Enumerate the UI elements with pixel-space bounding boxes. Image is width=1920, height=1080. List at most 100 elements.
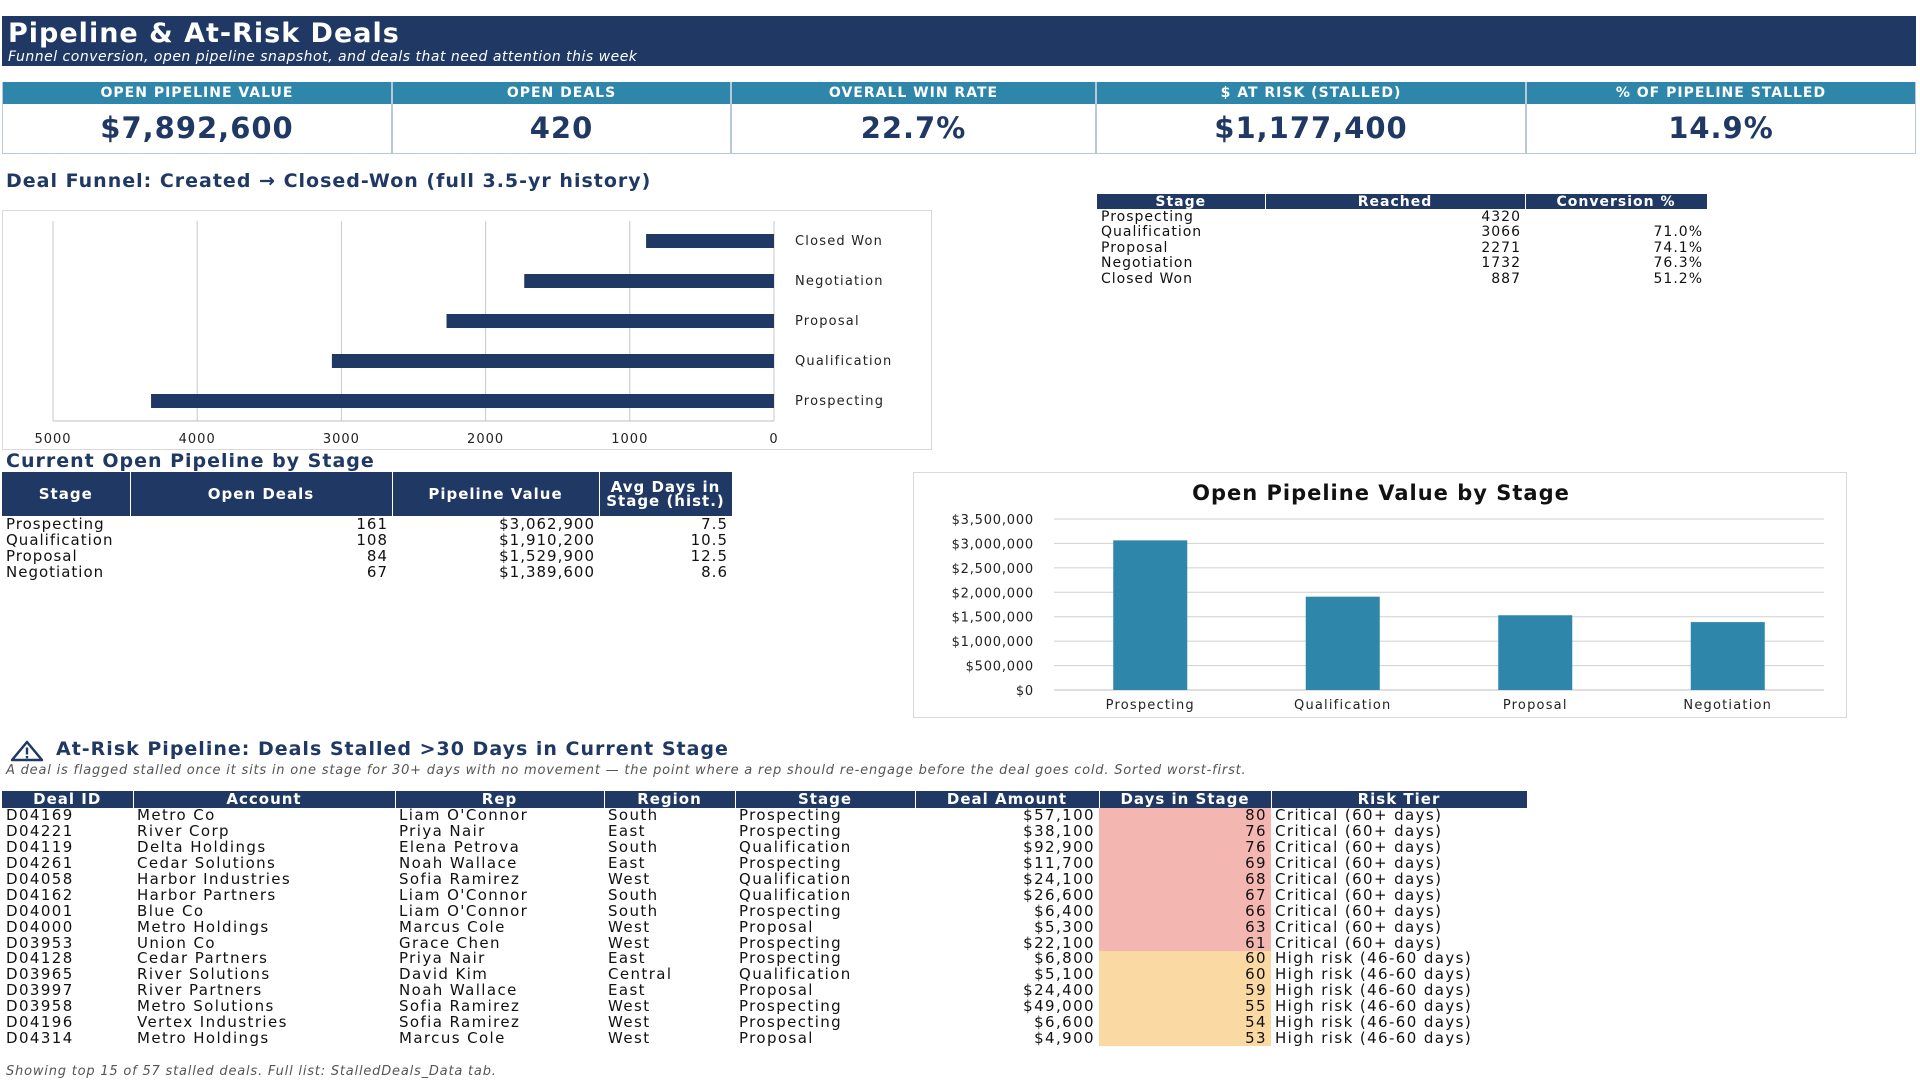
- open-pipeline-value-chart[interactable]: Open Pipeline Value by Stage $0 $500,000 $1…: [913, 472, 1847, 718]
- table-row[interactable]: D04119 Delta Holdings Elena Petrova South Qu…: [2, 840, 1527, 856]
- column-header[interactable]: Stage: [2, 472, 131, 516]
- table-row[interactable]: D03953 Union Co Grace Chen West Prospecting $…: [2, 933, 1527, 952]
- stage-cell: Negotiation: [1101, 255, 1194, 272]
- value-bar[interactable]: [1113, 540, 1188, 690]
- stage-cell: Qualification: [739, 870, 852, 888]
- column-header[interactable]: Reached: [1265, 194, 1526, 209]
- at-risk-section-title: At-Risk Pipeline: Deals Stalled >30 Days…: [56, 738, 729, 760]
- kpi-card-pct-stalled: % OF PIPELINE STALLED 14.9%: [1526, 82, 1916, 154]
- table-row[interactable]: Prospecting 4320: [1097, 209, 1707, 225]
- column-header[interactable]: Stage: [735, 791, 916, 808]
- risk-tier-cell: Critical (60+ days): [1275, 854, 1443, 873]
- table-row[interactable]: D03997 River Partners Noah Wallace East Prop…: [2, 983, 1527, 999]
- table-row[interactable]: Qualification 108 $1,910,200 10.5: [2, 532, 732, 548]
- column-header[interactable]: Open Deals: [130, 472, 393, 516]
- column-header[interactable]: Account: [133, 791, 396, 808]
- rep-cell: Grace Chen: [399, 933, 501, 952]
- stage-cell: Prospecting: [739, 949, 843, 968]
- deal-amount-cell: $26,600: [1023, 885, 1095, 904]
- deal-id-cell: D04314: [6, 1028, 74, 1047]
- column-header[interactable]: Deal ID: [2, 791, 134, 808]
- table-row[interactable]: D03958 Metro Solutions Sofia Ramirez West Pr…: [2, 999, 1527, 1015]
- days-in-stage-cell: 63: [1099, 919, 1271, 936]
- x-tick-label: 5000: [34, 432, 71, 447]
- page-title: Pipeline & At-Risk Deals: [8, 18, 400, 49]
- kpi-label: % OF PIPELINE STALLED: [1527, 82, 1915, 104]
- risk-tier-cell: High risk (46-60 days): [1275, 949, 1473, 968]
- funnel-bar[interactable]: [331, 354, 774, 368]
- reached-cell: 3066: [1481, 224, 1521, 241]
- deal-id-cell: D04058: [6, 870, 74, 888]
- rep-cell: David Kim: [399, 965, 489, 984]
- rep-cell: Sofia Ramirez: [399, 870, 521, 888]
- category-label: Prospecting: [1106, 698, 1195, 713]
- account-cell: River Corp: [137, 822, 230, 841]
- page-subtitle: Funnel conversion, open pipeline snapsho…: [8, 49, 638, 65]
- account-cell: River Partners: [137, 981, 263, 1000]
- conversion-cell: 51.2%: [1653, 270, 1703, 287]
- region-cell: West: [608, 917, 651, 936]
- account-cell: Metro Holdings: [137, 917, 270, 936]
- table-row[interactable]: Closed Won 887 51.2%: [1097, 271, 1707, 287]
- column-header[interactable]: Conversion %: [1525, 194, 1708, 209]
- column-header[interactable]: Days in Stage: [1099, 791, 1272, 808]
- stage-cell: Prospecting: [739, 854, 843, 873]
- table-row[interactable]: D04058 Harbor Industries Sofia Ramirez West…: [2, 872, 1527, 888]
- kpi-card-open-pipeline-value: OPEN PIPELINE VALUE $7,892,600: [2, 82, 392, 154]
- table-row[interactable]: D04001 Blue Co Liam O'Connor South Prospecti…: [2, 901, 1527, 920]
- deal-id-cell: D04261: [6, 854, 74, 873]
- funnel-bar[interactable]: [151, 394, 774, 408]
- table-row[interactable]: Prospecting 161 $3,062,900 7.5: [2, 516, 732, 532]
- deal-id-cell: D04162: [6, 885, 74, 904]
- column-header[interactable]: Deal Amount: [915, 791, 1100, 808]
- y-tick-label: $3,500,000: [952, 513, 1034, 528]
- risk-tier-cell: Critical (60+ days): [1275, 822, 1443, 841]
- deal-amount-cell: $6,400: [1034, 901, 1095, 920]
- category-label: Negotiation: [1683, 698, 1772, 713]
- table-row[interactable]: Negotiation 1732 76.3%: [1097, 256, 1707, 272]
- funnel-bar[interactable]: [524, 274, 774, 288]
- column-header[interactable]: Pipeline Value: [392, 472, 600, 516]
- account-cell: Vertex Industries: [137, 1013, 288, 1032]
- column-header[interactable]: Stage: [1097, 194, 1266, 209]
- table-row[interactable]: D04000 Metro Holdings Marcus Cole West Propo…: [2, 917, 1527, 936]
- value-bar[interactable]: [1305, 596, 1380, 690]
- column-header[interactable]: Rep: [395, 791, 605, 808]
- table-row[interactable]: D04128 Cedar Partners Priya Nair East Prospe…: [2, 951, 1527, 967]
- category-label: Negotiation: [795, 274, 884, 289]
- column-header[interactable]: Avg Days in Stage (hist.): [599, 472, 733, 516]
- kpi-card-overall-win-rate: OVERALL WIN RATE 22.7%: [731, 82, 1096, 154]
- stage-cell: Proposal: [739, 1028, 814, 1047]
- value-bar[interactable]: [1690, 622, 1765, 690]
- table-row[interactable]: D04169 Metro Co Liam O'Connor South Prospect…: [2, 808, 1527, 824]
- column-header[interactable]: Risk Tier: [1271, 791, 1528, 808]
- table-row[interactable]: Qualification 3066 71.0%: [1097, 225, 1707, 241]
- funnel-bar[interactable]: [446, 314, 774, 328]
- funnel-chart-svg: 5000 4000 3000 2000 1000 0 Prospecting Qualific…: [34, 221, 891, 447]
- column-header[interactable]: Region: [604, 791, 736, 808]
- funnel-chart[interactable]: 5000 4000 3000 2000 1000 0 Prospecting Qualific…: [2, 210, 932, 450]
- table-row[interactable]: D04162 Harbor Partners Liam O'Connor South Q…: [2, 885, 1527, 904]
- region-cell: East: [608, 822, 646, 841]
- region-cell: West: [608, 870, 651, 888]
- stage-cell: Prospecting: [739, 997, 843, 1016]
- kpi-row: OPEN PIPELINE VALUE $7,892,600 OPEN DEAL…: [2, 82, 1916, 154]
- rep-cell: Liam O'Connor: [399, 806, 529, 825]
- table-row[interactable]: D04196 Vertex Industries Sofia Ramirez West…: [2, 1015, 1527, 1031]
- days-in-stage-cell: 60: [1099, 967, 1271, 983]
- region-cell: West: [608, 933, 651, 952]
- stage-cell: Proposal: [739, 917, 814, 936]
- deal-id-cell: D03953: [6, 933, 74, 952]
- table-row[interactable]: D04314 Metro Holdings Marcus Cole West Propo…: [2, 1028, 1527, 1047]
- table-row[interactable]: D04221 River Corp Priya Nair East Prospectin…: [2, 824, 1527, 840]
- value-bar[interactable]: [1498, 615, 1573, 690]
- deal-amount-cell: $6,600: [1034, 1013, 1095, 1032]
- table-row[interactable]: D04261 Cedar Solutions Noah Wallace East Pro…: [2, 856, 1527, 872]
- avg-days-cell: 10.5: [690, 530, 728, 549]
- table-row[interactable]: Proposal 2271 74.1%: [1097, 240, 1707, 256]
- table-row[interactable]: D03965 River Solutions David Kim Central Qua…: [2, 967, 1527, 983]
- table-row[interactable]: Negotiation 67 $1,389,600 8.6: [2, 564, 732, 580]
- funnel-bar[interactable]: [646, 234, 774, 248]
- region-cell: West: [608, 1028, 651, 1047]
- table-row[interactable]: Proposal 84 $1,529,900 12.5: [2, 548, 732, 564]
